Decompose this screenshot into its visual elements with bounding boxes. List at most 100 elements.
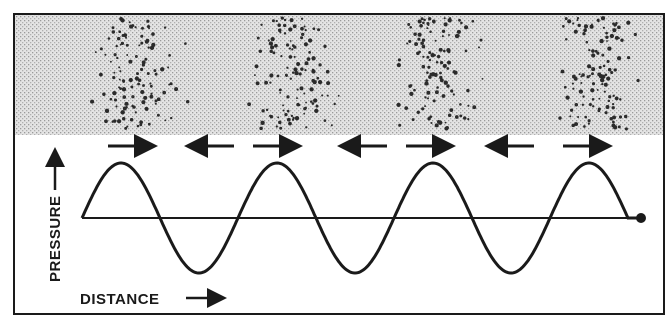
particle [304, 69, 307, 72]
particle [607, 46, 612, 51]
particle [265, 108, 269, 112]
particle [607, 67, 612, 72]
particle [313, 98, 318, 103]
particle [564, 17, 568, 21]
particle [422, 21, 425, 25]
particle [256, 36, 260, 40]
particle [454, 34, 460, 39]
particle [608, 95, 612, 99]
particle [261, 109, 265, 113]
particle [581, 103, 585, 106]
particle [612, 94, 615, 97]
particle [104, 108, 110, 113]
particle [318, 63, 322, 67]
particle [613, 23, 617, 27]
particle [397, 58, 401, 62]
particle [439, 60, 444, 65]
particle [624, 127, 628, 131]
particle [590, 88, 595, 93]
particle [423, 18, 426, 22]
particle [276, 74, 280, 78]
particle [137, 82, 141, 86]
particle [459, 103, 462, 106]
particle [168, 54, 171, 57]
particle [426, 27, 429, 30]
particle [293, 55, 296, 58]
particle [612, 120, 615, 124]
particle [431, 72, 436, 77]
particle [582, 32, 586, 36]
particle [418, 50, 421, 54]
particle [288, 27, 293, 32]
particle [604, 111, 608, 115]
particle [296, 88, 299, 91]
particle [141, 100, 146, 105]
particle [601, 74, 606, 79]
particle [614, 96, 619, 101]
particle [424, 105, 427, 108]
particle [144, 106, 149, 111]
particle [456, 29, 461, 34]
particle [422, 55, 425, 58]
particle [280, 16, 284, 20]
particle [293, 45, 297, 49]
particle [144, 39, 149, 44]
particle [585, 40, 589, 44]
particle [607, 99, 611, 103]
particle [583, 28, 587, 33]
particle [439, 75, 443, 80]
particle [142, 84, 145, 87]
particle [317, 79, 323, 85]
particle [144, 57, 148, 61]
particle [140, 89, 145, 95]
particle [308, 51, 311, 54]
particle [619, 98, 622, 101]
particle [124, 126, 128, 130]
particle [118, 66, 121, 69]
particle [311, 56, 316, 61]
particle [612, 125, 618, 130]
particle [149, 82, 152, 85]
particle [300, 36, 304, 40]
particle [454, 115, 459, 119]
particle [443, 22, 448, 27]
particle [146, 72, 150, 75]
particle [283, 32, 287, 35]
pressure-wave [80, 161, 641, 275]
particle [124, 101, 129, 106]
particle [436, 119, 441, 124]
particle [446, 61, 450, 64]
particle [154, 102, 157, 105]
particle [603, 82, 608, 87]
particle [288, 121, 292, 126]
particle [481, 77, 484, 80]
particle [424, 81, 429, 86]
particle [277, 28, 282, 33]
particle [588, 102, 592, 107]
particle [424, 96, 427, 99]
particle [303, 112, 306, 115]
particle [467, 104, 470, 107]
particle [611, 106, 615, 110]
particle [610, 70, 614, 75]
particle [591, 49, 595, 53]
particle [434, 90, 439, 95]
particle [274, 43, 278, 48]
particle [94, 51, 97, 54]
particle [311, 68, 315, 72]
particle [591, 98, 595, 101]
particle [596, 51, 600, 55]
particle [304, 28, 307, 32]
particle [600, 16, 606, 21]
particle [131, 104, 134, 108]
particle [267, 39, 270, 42]
particle [448, 34, 450, 36]
particle [326, 94, 329, 97]
particle [583, 24, 589, 29]
particle [126, 54, 129, 56]
particle [292, 24, 297, 29]
particle [277, 116, 280, 119]
particle [113, 53, 117, 57]
particle [603, 90, 606, 93]
particle [122, 80, 125, 83]
